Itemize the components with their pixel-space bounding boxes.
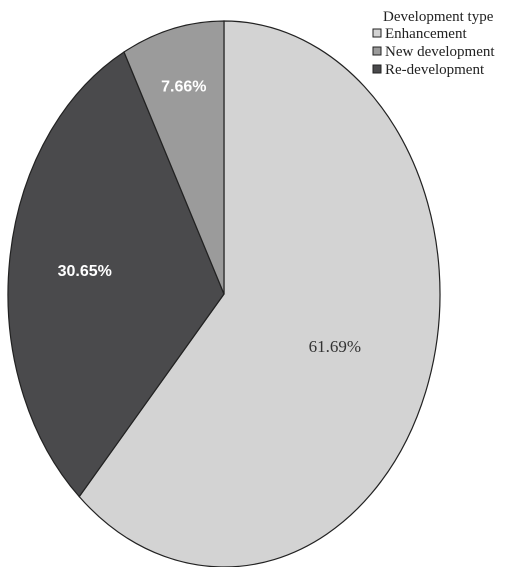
legend: Development type Enhancement New developm… [372, 9, 495, 78]
legend-label: New development [385, 44, 495, 60]
legend-label: Enhancement [385, 26, 467, 42]
legend-swatch [372, 46, 382, 56]
pie-slice-re-development [7, 51, 225, 498]
slice-value-label: 61.69% [309, 337, 361, 356]
slice-value-label: 7.66% [161, 78, 206, 95]
slice-value-label: 30.65% [58, 263, 112, 280]
legend-title: Development type [383, 9, 494, 25]
pie-slices [7, 20, 441, 567]
legend-items: Enhancement New development Re-development [372, 26, 495, 78]
legend-swatch [372, 64, 382, 74]
pie-slice-enhancement [78, 20, 441, 567]
legend-swatch [372, 28, 382, 38]
pie-slice-new-development [123, 20, 225, 295]
pie-slice-labels: 61.69% 30.65% 7.66% [58, 78, 361, 355]
legend-label: Re-development [385, 62, 485, 78]
